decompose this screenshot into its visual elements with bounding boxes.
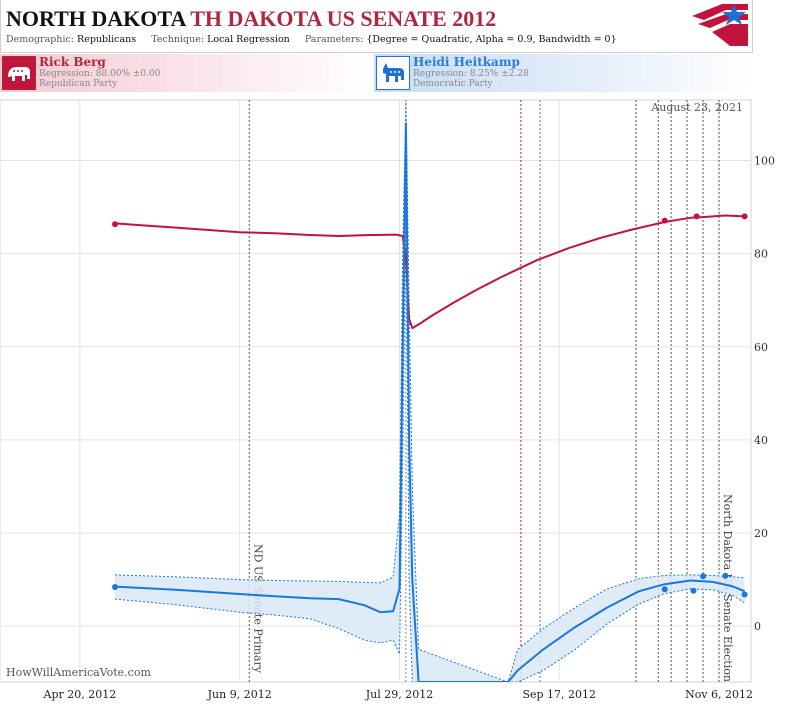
parameters-line: Demographic: Republicans Technique: Loca… — [6, 34, 617, 45]
poll-point — [700, 573, 707, 580]
chart-title: NORTH DAKOTA TH DAKOTA US SENATE 2012 — [6, 6, 496, 32]
series-line-republican — [114, 214, 745, 330]
band-lower-line — [114, 207, 745, 682]
title-state: NORTH DAKOTA — [6, 6, 186, 31]
x-tick-label: Jul 29, 2012 — [365, 688, 434, 701]
elephant-icon — [2, 56, 36, 90]
series-line-democrat — [114, 122, 745, 682]
candidate-name: Rick Berg — [39, 55, 106, 69]
regression-chart: 0 20 40 60 80 100 Apr 20, 2012 Jun 9, 2012 Jul 2… — [0, 99, 775, 701]
poll-point — [722, 572, 729, 579]
poll-point — [690, 587, 697, 594]
site-logo-icon — [692, 4, 748, 46]
y-tick-label: 0 — [754, 620, 761, 633]
poll-point — [112, 221, 118, 228]
y-tick-label: 20 — [754, 527, 768, 540]
donkey-icon — [376, 56, 410, 90]
poll-point — [741, 591, 748, 598]
series-group — [112, 100, 748, 682]
x-tick-label: Apr 20, 2012 — [43, 688, 117, 701]
poll-point — [661, 586, 668, 593]
x-tick-label: Sep 17, 2012 — [522, 688, 596, 701]
demographic-value: Republicans — [77, 34, 137, 45]
y-tick-label: 80 — [754, 248, 768, 261]
y-tick-label: 40 — [754, 434, 768, 447]
parameters-value: {Degree = Quadratic, Alpha = 0.9, Bandwi… — [366, 34, 617, 45]
poll-point — [661, 217, 668, 224]
candidate-name: Heidi Heitkamp — [413, 55, 520, 69]
poll-point — [112, 584, 118, 590]
candidate-panel-democrat: Heidi Heitkamp Regression: 8.25% ±2.28 D… — [374, 54, 751, 92]
candidate-party: Republican Party — [39, 79, 118, 89]
x-tick-label: Jun 9, 2012 — [207, 688, 272, 701]
y-tick-label: 100 — [754, 155, 775, 168]
x-tick-label: Nov 6, 2012 — [685, 688, 753, 701]
technique-value: Local Regression — [207, 34, 290, 45]
chart-date-label: August 23, 2021 — [650, 101, 743, 114]
candidate-party: Democratic Party — [413, 79, 493, 89]
poll-point — [693, 213, 700, 220]
title-race: TH DAKOTA US SENATE 2012 — [190, 6, 497, 31]
watermark: HowWillAmericaVote.com — [6, 666, 151, 679]
parameters-label: Parameters: — [304, 34, 364, 45]
poll-point — [741, 213, 748, 220]
y-tick-label: 60 — [754, 341, 768, 354]
chart-header: NORTH DAKOTA TH DAKOTA US SENATE 2012 De… — [0, 0, 753, 53]
candidate-panel-republican: Rick Berg Regression: 88.00% ±0.00 Repub… — [0, 54, 374, 92]
demographic-label: Demographic: — [6, 34, 75, 45]
candidate-regression: Regression: 88.00% ±0.00 — [39, 69, 161, 79]
candidate-regression: Regression: 8.25% ±2.28 — [413, 69, 529, 79]
technique-label: Technique: — [151, 34, 205, 45]
